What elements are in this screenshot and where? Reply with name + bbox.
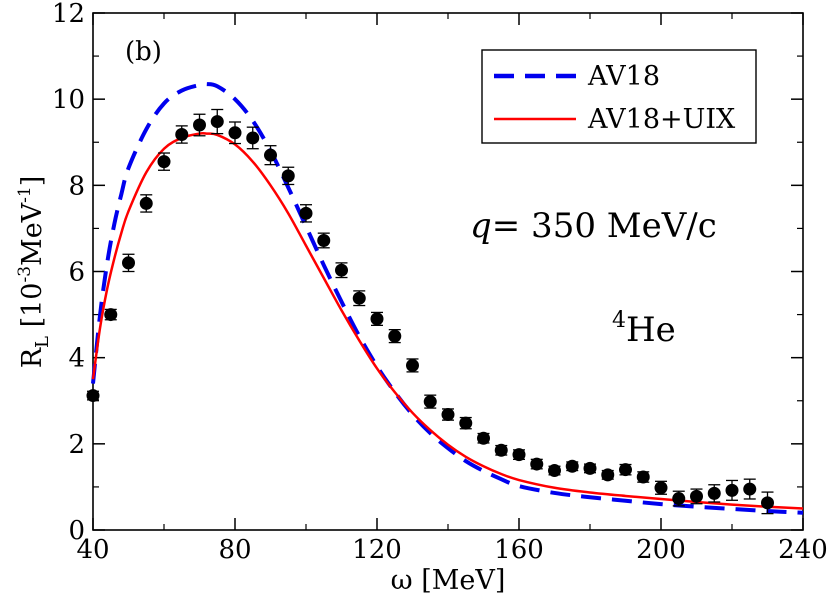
data-point [104,308,118,322]
data-point [583,461,597,475]
data-point [530,457,544,471]
x-tick-label: 160 [494,535,544,565]
data-point [565,459,579,473]
series-line-av18 [91,81,804,515]
momentum-value: = 350 MeV/c [492,206,717,246]
data-point [761,496,774,510]
x-tick-label: 40 [76,535,109,565]
data-point [370,312,384,326]
data-point [441,408,455,422]
momentum-annotation: q= 350 MeV/c [470,206,717,246]
data-point [636,470,650,484]
data-point [335,263,348,277]
data-point [477,431,490,445]
y-tick-label: 12 [52,0,85,29]
data-point [139,196,153,210]
y-axis-units-mid: MeV [17,202,48,266]
nucleus-symbol: He [626,310,676,350]
data-point [406,358,419,372]
y-tick-label: 8 [68,171,85,201]
y-axis-subscript: L [32,336,53,348]
y-axis-exponent-1: -3 [15,266,35,283]
x-axis-title: ω [MeV] [391,565,506,596]
x-tick-label: 80 [218,535,251,565]
series-layer [86,81,804,515]
legend-box [481,49,757,144]
data-point [228,126,242,140]
data-point [512,448,526,462]
legend: AV18 AV18+UIX [481,49,757,144]
y-tick-label: 10 [52,85,85,115]
x-tick-label: 120 [352,535,402,565]
data-point [707,486,721,500]
data-point [193,118,206,132]
data-point [494,443,508,457]
y-axis-units-pre: [10 [17,283,48,336]
data-point [459,416,473,430]
data-point [619,463,632,477]
momentum-symbol: q [470,206,492,246]
y-axis-units-post: ] [17,176,48,187]
data-point [264,148,277,162]
y-tick-label: 6 [68,258,85,288]
data-point [157,155,171,169]
data-point [352,291,366,305]
data-point [388,329,402,343]
data-point [654,481,668,495]
y-tick-label: 4 [68,344,85,374]
y-tick-label: 2 [68,430,85,460]
legend-label-av18: AV18 [587,61,660,92]
nucleus-annotation: 4He [612,308,676,350]
y-axis-ticks: 0 2 4 6 8 10 12 [52,0,803,546]
panel-label: (b) [125,37,162,67]
data-point [548,464,561,478]
data-point [299,206,313,220]
x-tick-label: 200 [636,535,686,565]
data-point [246,131,260,145]
data-point [175,127,189,141]
data-point [122,256,135,270]
y-axis-symbol: R [17,347,48,368]
data-point [601,468,615,482]
data-point [672,492,686,506]
data-point [690,489,703,503]
y-tick-label: 0 [68,516,85,546]
nucleus-mass-number: 4 [612,308,626,333]
y-axis-title: RL [10-3MeV-1] [15,176,53,369]
series-line-av18-uix [91,132,804,510]
data-point [423,395,437,409]
x-tick-label: 240 [778,535,828,565]
data-point [210,115,224,129]
data-point [281,169,295,183]
x-axis-ticks: 40 80 120 160 200 240 [76,13,828,565]
data-point [317,233,331,247]
data-point [725,483,739,497]
y-axis-exponent-2: -1 [15,186,35,203]
data-point [743,482,757,496]
legend-label-av18-uix: AV18+UIX [587,104,736,135]
data-point [86,389,100,403]
